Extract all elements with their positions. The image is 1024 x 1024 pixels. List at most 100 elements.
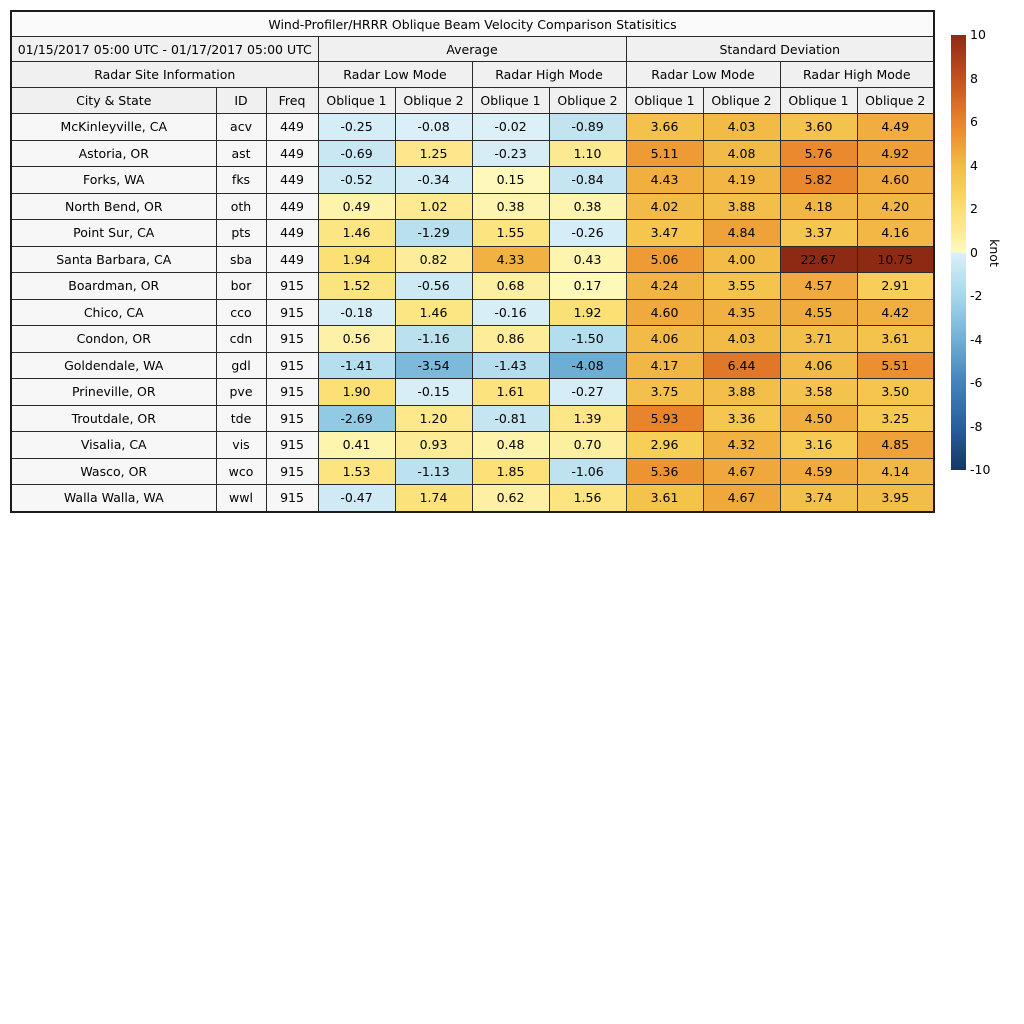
site-id-cell: fks: [215, 166, 267, 194]
value-cell-std_high_oblique1: 4.59: [779, 457, 858, 485]
comparison-statistics-table: Wind-Profiler/HRRR Oblique Beam Velocity…: [10, 10, 936, 513]
value-cell-average_high_oblique1: 1.55: [471, 219, 550, 247]
city-state-cell: North Bend, OR: [10, 192, 217, 220]
value-cell-average_high_oblique2: -0.84: [548, 166, 627, 194]
freq-cell: 449: [265, 192, 319, 220]
value-cell-average_low_oblique1: -2.69: [317, 404, 396, 432]
value-cell-std_low_oblique1: 4.06: [625, 325, 704, 353]
site-id-cell: cdn: [215, 325, 267, 353]
colorbar-tick-label: 2: [970, 200, 978, 216]
value-cell-average_high_oblique1: 0.62: [471, 484, 550, 512]
value-cell-std_high_oblique2: 4.85: [856, 431, 935, 459]
freq-cell: 449: [265, 245, 319, 273]
value-cell-std_high_oblique1: 3.58: [779, 378, 858, 406]
table-row: Visalia, CA vis 915 0.41 0.93 0.48 0.70 2.96 4.3…: [10, 431, 935, 459]
colorbar-gradient: [951, 35, 966, 470]
city-state-cell: McKinleyville, CA: [10, 113, 217, 141]
value-cell-average_low_oblique2: 0.82: [394, 245, 473, 273]
group-header-row: 01/15/2017 05:00 UTC - 01/17/2017 05:00 …: [10, 36, 935, 62]
value-cell-std_low_oblique2: 4.08: [702, 139, 781, 167]
table-row: Goldendale, WA gdl 915 -1.41 -3.54 -1.43 -4.08…: [10, 351, 935, 379]
col-header-oblique2: Oblique 2: [702, 87, 781, 114]
col-header-freq: Freq: [265, 87, 319, 114]
value-cell-average_high_oblique2: -0.27: [548, 378, 627, 406]
value-cell-average_low_oblique1: -0.18: [317, 298, 396, 326]
col-header-oblique1: Oblique 1: [779, 87, 858, 114]
value-cell-std_low_oblique1: 3.61: [625, 484, 704, 512]
value-cell-average_high_oblique1: -0.02: [471, 113, 550, 141]
value-cell-average_high_oblique1: -0.16: [471, 298, 550, 326]
value-cell-std_low_oblique1: 3.47: [625, 219, 704, 247]
table-row: Condon, OR cdn 915 0.56 -1.16 0.86 -1.50 4.06 4.…: [10, 325, 935, 353]
value-cell-average_low_oblique2: -0.15: [394, 378, 473, 406]
value-cell-average_low_oblique1: -0.25: [317, 113, 396, 141]
value-cell-std_high_oblique1: 3.74: [779, 484, 858, 512]
col-header-oblique1: Oblique 1: [317, 87, 396, 114]
value-cell-std_low_oblique1: 5.06: [625, 245, 704, 273]
value-cell-std_low_oblique2: 4.03: [702, 113, 781, 141]
value-cell-std_high_oblique2: 3.25: [856, 404, 935, 432]
value-cell-std_high_oblique2: 4.92: [856, 139, 935, 167]
table-row: Chico, CA cco 915 -0.18 1.46 -0.16 1.92 4.60 4.3…: [10, 298, 935, 326]
site-id-cell: cco: [215, 298, 267, 326]
freq-cell: 449: [265, 139, 319, 167]
freq-cell: 915: [265, 431, 319, 459]
value-cell-std_low_oblique1: 3.66: [625, 113, 704, 141]
value-cell-average_low_oblique2: -1.13: [394, 457, 473, 485]
value-cell-average_high_oblique2: 1.39: [548, 404, 627, 432]
table-row: North Bend, OR oth 449 0.49 1.02 0.38 0.38 4.02…: [10, 192, 935, 220]
colorbar-axis-label: knot: [987, 239, 1002, 267]
site-id-cell: pts: [215, 219, 267, 247]
site-id-cell: pve: [215, 378, 267, 406]
freq-cell: 915: [265, 378, 319, 406]
freq-cell: 449: [265, 113, 319, 141]
value-cell-average_high_oblique2: -0.26: [548, 219, 627, 247]
col-header-id: ID: [215, 87, 267, 114]
value-cell-std_low_oblique2: 4.19: [702, 166, 781, 194]
value-cell-average_low_oblique2: 1.25: [394, 139, 473, 167]
value-cell-std_low_oblique1: 4.60: [625, 298, 704, 326]
value-cell-std_low_oblique1: 5.93: [625, 404, 704, 432]
value-cell-std_high_oblique1: 5.82: [779, 166, 858, 194]
value-cell-average_high_oblique1: -0.23: [471, 139, 550, 167]
site-id-cell: tde: [215, 404, 267, 432]
value-cell-average_low_oblique2: -1.16: [394, 325, 473, 353]
value-cell-average_high_oblique2: 1.92: [548, 298, 627, 326]
value-cell-average_high_oblique1: -1.43: [471, 351, 550, 379]
city-state-cell: Prineville, OR: [10, 378, 217, 406]
value-cell-std_low_oblique1: 4.24: [625, 272, 704, 300]
value-cell-std_low_oblique1: 4.43: [625, 166, 704, 194]
table-row: McKinleyville, CA acv 449 -0.25 -0.08 -0.02 -0…: [10, 113, 935, 141]
value-cell-std_low_oblique2: 3.88: [702, 192, 781, 220]
mode-header-row: Radar Site Information Radar Low Mode Ra…: [10, 61, 935, 88]
value-cell-average_low_oblique2: 1.02: [394, 192, 473, 220]
site-id-cell: sba: [215, 245, 267, 273]
city-state-cell: Condon, OR: [10, 325, 217, 353]
value-cell-std_low_oblique2: 4.35: [702, 298, 781, 326]
value-cell-average_low_oblique1: -0.52: [317, 166, 396, 194]
table-row: Astoria, OR ast 449 -0.69 1.25 -0.23 1.10 5.11 4…: [10, 139, 935, 167]
value-cell-average_high_oblique2: 0.38: [548, 192, 627, 220]
site-id-cell: ast: [215, 139, 267, 167]
table-row: Point Sur, CA pts 449 1.46 -1.29 1.55 -0.26 3.4…: [10, 219, 935, 247]
table-row: Boardman, OR bor 915 1.52 -0.56 0.68 0.17 4.24 3…: [10, 272, 935, 300]
value-cell-average_low_oblique2: 1.20: [394, 404, 473, 432]
freq-cell: 915: [265, 404, 319, 432]
city-state-cell: Point Sur, CA: [10, 219, 217, 247]
table-row: Prineville, OR pve 915 1.90 -0.15 1.61 -0.27 3.…: [10, 378, 935, 406]
table-body: McKinleyville, CA acv 449 -0.25 -0.08 -0.02 -0…: [10, 113, 935, 512]
value-cell-average_low_oblique1: 1.53: [317, 457, 396, 485]
freq-cell: 915: [265, 484, 319, 512]
site-id-cell: acv: [215, 113, 267, 141]
value-cell-average_high_oblique2: -0.89: [548, 113, 627, 141]
date-range: 01/15/2017 05:00 UTC - 01/17/2017 05:00 …: [10, 36, 319, 62]
freq-cell: 915: [265, 298, 319, 326]
city-state-cell: Santa Barbara, CA: [10, 245, 217, 273]
value-cell-std_low_oblique2: 6.44: [702, 351, 781, 379]
value-cell-std_high_oblique1: 4.18: [779, 192, 858, 220]
value-cell-std_low_oblique1: 5.11: [625, 139, 704, 167]
site-id-cell: bor: [215, 272, 267, 300]
value-cell-std_high_oblique2: 5.51: [856, 351, 935, 379]
value-cell-average_high_oblique2: 0.17: [548, 272, 627, 300]
value-cell-std_high_oblique2: 10.75: [856, 245, 935, 273]
